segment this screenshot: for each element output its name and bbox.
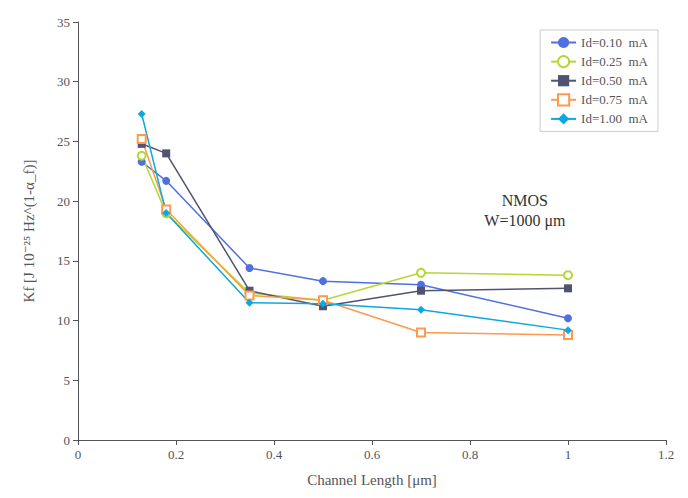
svg-text:5: 5 xyxy=(64,373,71,388)
svg-text:30: 30 xyxy=(57,74,70,89)
svg-text:Id=0.50 mA: Id=0.50 mA xyxy=(581,73,649,88)
svg-text:0.8: 0.8 xyxy=(462,447,478,462)
svg-text:Id=0.25 mA: Id=0.25 mA xyxy=(581,54,649,69)
svg-text:35: 35 xyxy=(57,15,70,30)
svg-text:0.6: 0.6 xyxy=(364,447,381,462)
svg-text:10: 10 xyxy=(57,313,70,328)
svg-text:Id=0.10 mA: Id=0.10 mA xyxy=(581,35,649,50)
svg-text:Channel Length [μm]: Channel Length [μm] xyxy=(307,472,437,488)
svg-text:25: 25 xyxy=(57,134,70,149)
svg-text:Kf [J 10⁻²⁵ Hz^(1-α_f)]: Kf [J 10⁻²⁵ Hz^(1-α_f)] xyxy=(21,160,38,303)
svg-text:0.4: 0.4 xyxy=(266,447,283,462)
svg-text:15: 15 xyxy=(57,253,70,268)
svg-text:Id=1.00 mA: Id=1.00 mA xyxy=(581,111,649,126)
svg-text:20: 20 xyxy=(57,194,70,209)
svg-text:0: 0 xyxy=(64,433,71,448)
svg-text:1: 1 xyxy=(565,447,572,462)
svg-text:0.2: 0.2 xyxy=(168,447,184,462)
svg-text:1.2: 1.2 xyxy=(658,447,674,462)
svg-text:W=1000 μm: W=1000 μm xyxy=(484,212,566,230)
svg-text:Id=0.75 mA: Id=0.75 mA xyxy=(581,92,649,107)
svg-text:NMOS: NMOS xyxy=(502,192,548,209)
svg-text:0: 0 xyxy=(75,447,82,462)
